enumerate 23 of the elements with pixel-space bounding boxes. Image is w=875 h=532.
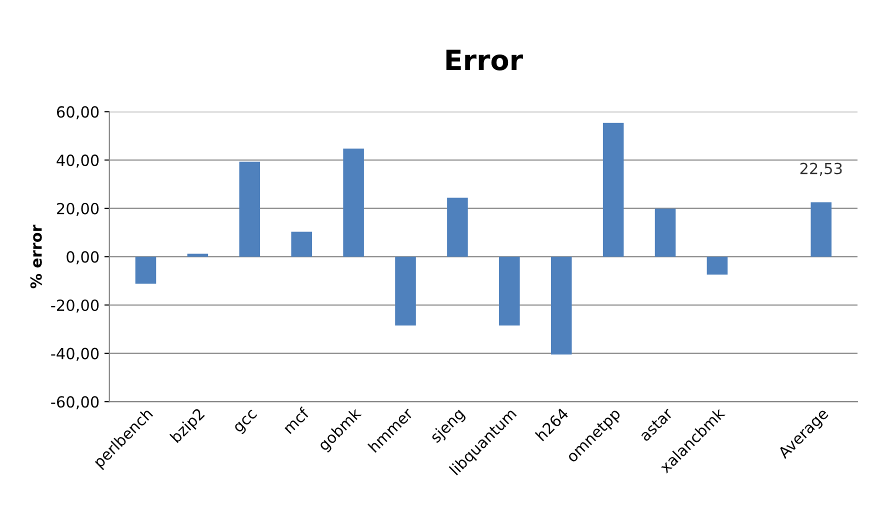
bar — [654, 208, 676, 257]
y-tick-label: -40,00 — [51, 348, 99, 361]
bar — [810, 202, 832, 257]
bar — [602, 122, 624, 257]
y-tick-label: -20,00 — [51, 299, 99, 313]
data-label: 22,53 — [800, 162, 842, 176]
bar — [135, 256, 156, 284]
bar — [550, 256, 572, 355]
y-tick-label: 40,00 — [56, 154, 99, 168]
x-tick-label: gcc — [234, 409, 260, 436]
bar — [343, 148, 364, 257]
y-axis-title: % error — [30, 224, 42, 288]
y-tick-label: 60,00 — [56, 106, 99, 120]
bar — [239, 162, 260, 257]
bar — [395, 256, 416, 326]
bar — [499, 256, 520, 326]
y-tick-label: -60,00 — [51, 396, 99, 410]
bar — [447, 198, 468, 257]
y-tick-label: 20,00 — [57, 202, 99, 216]
y-tick-label: 0,00 — [66, 251, 99, 264]
bar — [706, 256, 728, 275]
chart-title: Error — [446, 50, 523, 70]
bar — [291, 232, 312, 257]
